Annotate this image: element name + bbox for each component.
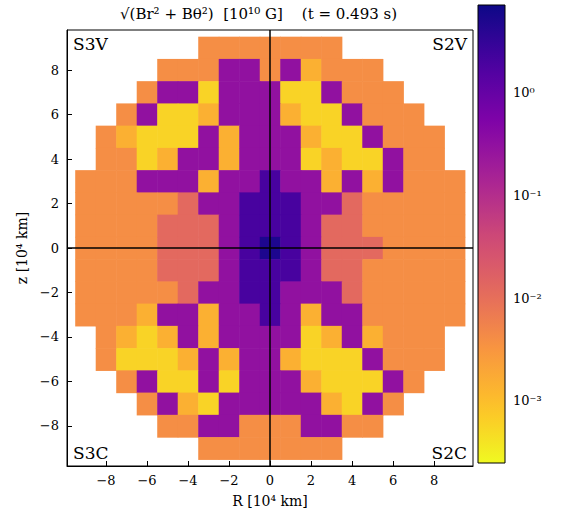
svg-text:−8: −8	[96, 473, 115, 488]
svg-text:10⁻³: 10⁻³	[513, 393, 542, 408]
svg-text:−4: −4	[40, 329, 59, 344]
svg-text:4: 4	[51, 152, 59, 167]
svg-text:−2: −2	[40, 285, 59, 300]
svg-text:6: 6	[51, 107, 59, 122]
svg-text:R [10⁴ km]: R [10⁴ km]	[232, 493, 308, 509]
svg-text:0: 0	[266, 473, 274, 488]
svg-text:−4: −4	[178, 473, 197, 488]
svg-text:−8: −8	[40, 418, 59, 433]
svg-text:10⁰: 10⁰	[513, 85, 535, 100]
svg-text:S2C: S2C	[432, 443, 467, 463]
svg-text:S3C: S3C	[73, 443, 108, 463]
svg-text:0: 0	[51, 241, 59, 256]
svg-text:−6: −6	[137, 473, 156, 488]
svg-text:10⁻²: 10⁻²	[513, 291, 542, 306]
svg-text:8: 8	[430, 473, 438, 488]
svg-text:S3V: S3V	[73, 34, 108, 54]
svg-text:z [10⁴ km]: z [10⁴ km]	[14, 212, 30, 284]
svg-text:−6: −6	[40, 374, 59, 389]
svg-text:6: 6	[389, 473, 397, 488]
svg-text:2: 2	[51, 196, 59, 211]
svg-text:S2V: S2V	[432, 34, 467, 54]
svg-text:−2: −2	[219, 473, 238, 488]
svg-text:8: 8	[51, 63, 59, 78]
svg-text:4: 4	[348, 473, 356, 488]
svg-text:10⁻¹: 10⁻¹	[513, 188, 542, 203]
svg-text:√(Br² + Bθ²) [10¹⁰ G] (t =: √(Br² + Bθ²) [10¹⁰ G] (t = 0.493 s)	[120, 5, 397, 23]
svg-text:2: 2	[307, 473, 315, 488]
